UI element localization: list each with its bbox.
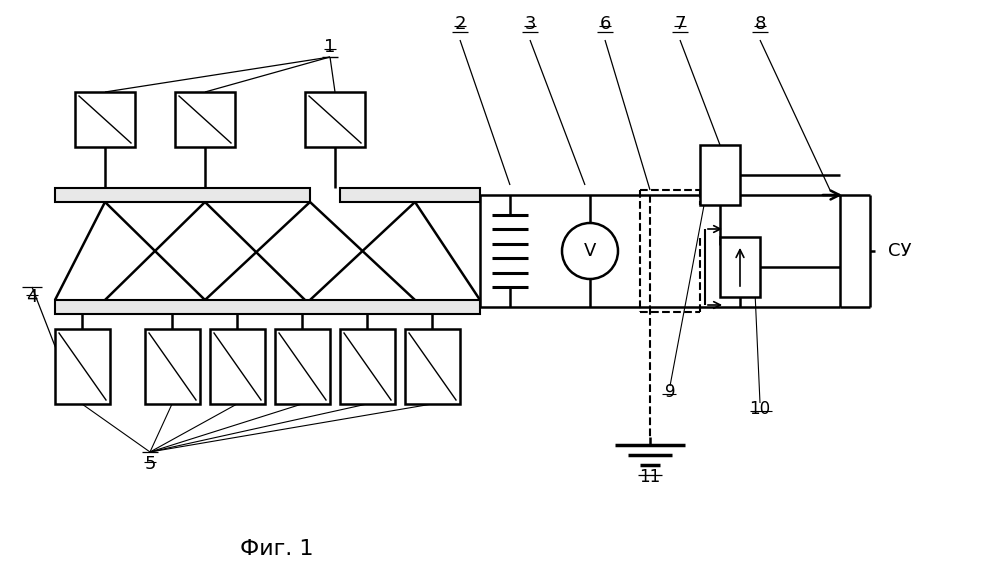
- Bar: [340, 188, 480, 202]
- Text: 10: 10: [749, 400, 771, 418]
- Bar: [340, 329, 395, 404]
- Text: 4: 4: [26, 288, 38, 306]
- Text: 8: 8: [754, 15, 766, 33]
- Bar: [275, 329, 330, 404]
- Text: 6: 6: [599, 15, 611, 33]
- Text: 5: 5: [144, 455, 156, 473]
- Text: Фиг. 1: Фиг. 1: [240, 539, 314, 559]
- Bar: [210, 329, 265, 404]
- Text: 3: 3: [524, 15, 536, 33]
- Text: V: V: [584, 242, 596, 260]
- Text: СУ: СУ: [888, 242, 912, 260]
- Text: 7: 7: [674, 15, 686, 33]
- Bar: [720, 237, 760, 297]
- Bar: [175, 92, 235, 147]
- Text: 11: 11: [639, 468, 661, 486]
- Bar: [55, 300, 480, 314]
- Bar: [145, 329, 200, 404]
- Bar: [405, 329, 460, 404]
- Bar: [700, 145, 740, 205]
- Bar: [55, 329, 110, 404]
- Text: 2: 2: [454, 15, 466, 33]
- Bar: [55, 188, 310, 202]
- Bar: [75, 92, 135, 147]
- Text: 9: 9: [665, 383, 675, 401]
- Bar: [305, 92, 365, 147]
- Text: 1: 1: [324, 38, 336, 56]
